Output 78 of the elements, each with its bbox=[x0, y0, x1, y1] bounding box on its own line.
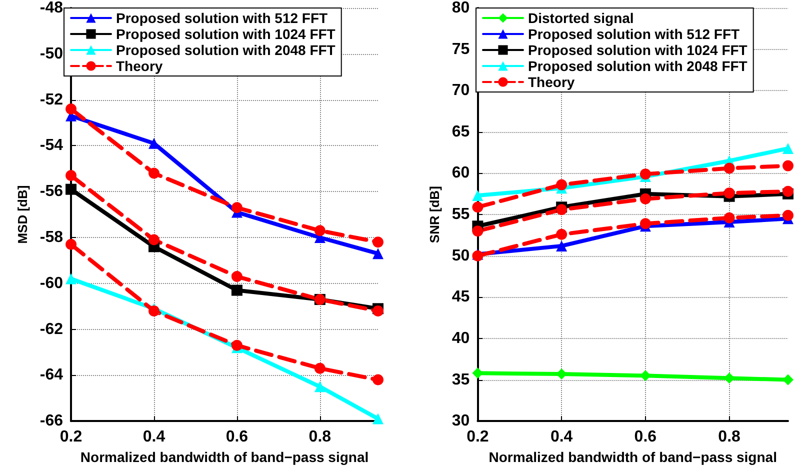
x-tick-label: 0.2 bbox=[466, 428, 489, 446]
point bbox=[231, 202, 242, 214]
point bbox=[372, 413, 384, 424]
y-tick-label: -56 bbox=[40, 183, 64, 200]
y-tick-label: -60 bbox=[40, 274, 64, 292]
point bbox=[66, 103, 77, 114]
point bbox=[148, 234, 160, 246]
x-axis-title: Normalized bandwidth of band−pass signal bbox=[488, 449, 777, 465]
y-tick-label: -62 bbox=[40, 320, 64, 338]
y-axis-title: SNR [dB] bbox=[427, 186, 442, 244]
point bbox=[724, 212, 735, 224]
x-tick-label: 0.4 bbox=[142, 428, 166, 446]
legend-label: Proposed solution with 512 FFT bbox=[116, 10, 328, 26]
point bbox=[66, 238, 77, 250]
point bbox=[231, 271, 242, 282]
y-tick-label: 65 bbox=[452, 123, 470, 140]
legend-label: Theory bbox=[116, 58, 163, 74]
point bbox=[782, 186, 794, 197]
legend-label: Proposed solution with 1024 FFT bbox=[116, 26, 336, 42]
y-tick-label: -58 bbox=[40, 229, 64, 246]
point bbox=[66, 273, 77, 284]
point bbox=[314, 362, 326, 374]
y-tick-label: -50 bbox=[40, 45, 64, 62]
x-tick-label: 0.8 bbox=[308, 428, 332, 446]
x-tick-label: 0.4 bbox=[550, 428, 573, 446]
x-axis-title: Normalized bandwidth of band−pass signal bbox=[80, 449, 369, 465]
y-tick-label: 35 bbox=[452, 371, 470, 388]
point bbox=[314, 381, 326, 392]
y-tick-label: 30 bbox=[452, 412, 470, 430]
y-tick-label: 70 bbox=[452, 82, 470, 100]
y-tick-label: -48 bbox=[40, 0, 64, 16]
legend-label: Proposed solution with 1024 FFT bbox=[528, 42, 748, 58]
y-tick-label: 40 bbox=[452, 330, 470, 347]
point bbox=[372, 248, 384, 260]
point bbox=[782, 142, 794, 154]
point bbox=[66, 184, 77, 195]
legend-label: Proposed solution with 512 FFT bbox=[528, 26, 740, 42]
point bbox=[556, 240, 568, 252]
x-tick-label: 0.6 bbox=[634, 428, 657, 446]
point bbox=[556, 204, 568, 216]
point bbox=[640, 193, 651, 204]
y-tick-label: 45 bbox=[452, 288, 470, 306]
legend-label: Distorted signal bbox=[528, 10, 634, 26]
x-tick-label: 0.8 bbox=[718, 428, 741, 446]
point bbox=[724, 188, 735, 199]
x-tick-label: 0.6 bbox=[226, 428, 248, 446]
point bbox=[472, 226, 484, 237]
y-tick-label: -64 bbox=[40, 366, 64, 384]
point bbox=[724, 162, 735, 174]
y-tick-label: 55 bbox=[452, 206, 470, 224]
legend-label: Theory bbox=[528, 74, 575, 90]
point bbox=[640, 168, 651, 180]
y-tick-label: 60 bbox=[452, 164, 470, 182]
y-tick-label: 50 bbox=[452, 247, 470, 264]
point bbox=[556, 228, 568, 240]
point bbox=[472, 190, 484, 202]
point bbox=[66, 170, 77, 182]
point bbox=[782, 374, 794, 386]
point bbox=[556, 179, 568, 190]
y-tick-label: -54 bbox=[40, 137, 64, 154]
point bbox=[782, 210, 794, 221]
y-tick-label: 80 bbox=[452, 0, 470, 16]
y-tick-label: 75 bbox=[452, 40, 470, 58]
point bbox=[231, 284, 242, 296]
point bbox=[314, 225, 326, 236]
point bbox=[372, 374, 384, 386]
x-tick-label: 0.2 bbox=[60, 428, 82, 446]
y-axis-title: MSD [dB] bbox=[15, 185, 30, 244]
point bbox=[472, 202, 484, 213]
point bbox=[231, 340, 242, 351]
y-tick-label: -52 bbox=[40, 91, 64, 108]
point bbox=[372, 236, 384, 248]
y-tick-label: -66 bbox=[40, 412, 64, 430]
legend-label: Proposed solution with 2048 FFT bbox=[528, 58, 748, 74]
legend-label: Proposed solution with 2048 FFT bbox=[116, 42, 336, 58]
point bbox=[148, 168, 160, 179]
point bbox=[640, 218, 651, 230]
point bbox=[782, 160, 794, 172]
